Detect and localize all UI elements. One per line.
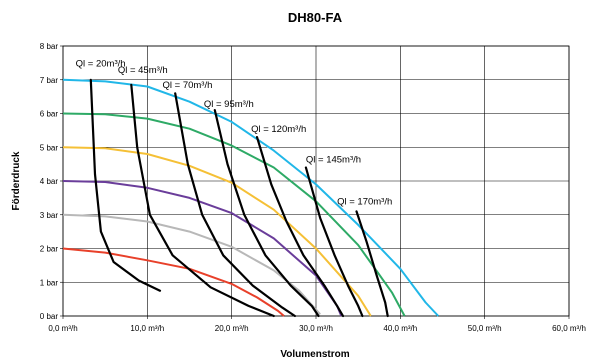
y-tick-label: 2 bar — [40, 245, 59, 254]
chart-title: DH80-FA — [288, 10, 343, 25]
flow-line-label: Ql = 170m³/h — [337, 197, 392, 208]
pressure-curve — [62, 213, 321, 315]
x-tick-label: 30,0 m³/h — [299, 324, 333, 333]
flow-line — [130, 83, 275, 318]
flow-line — [304, 166, 364, 318]
y-tick-label: 5 bar — [40, 143, 59, 152]
flow-line-label: Ql = 20m³/h — [76, 58, 126, 69]
plot-area: 0 bar 1 bar 2 bar 3 bar 4 bar 5 bar 6 bar 7 bar… — [40, 42, 586, 333]
y-axis-title: Förderdruck — [11, 151, 22, 210]
pressure-curve — [62, 78, 440, 317]
x-tick-label: 20,0 m³/h — [215, 324, 249, 333]
y-tick-label: 1 bar — [40, 278, 59, 287]
x-axis-title: Volumenstrom — [280, 349, 349, 360]
flow-line — [174, 92, 296, 318]
pressure-curve — [62, 247, 285, 317]
flow-line-label: Ql = 70m³/h — [163, 80, 213, 91]
x-tick-label: 50,0 m³/h — [468, 324, 502, 333]
pressure-curve — [62, 146, 372, 317]
y-tick-label: 8 bar — [40, 42, 59, 51]
y-tick-label: 7 bar — [40, 76, 59, 85]
y-tick-label: 4 bar — [40, 177, 59, 186]
flow-line-label: Ql = 45m³/h — [118, 65, 168, 76]
flow-line-label: Ql = 145m³/h — [306, 154, 361, 165]
flow-line — [355, 210, 389, 318]
x-tick-label: 60,0 m³/h — [552, 324, 586, 333]
y-tick-label: 0 bar — [40, 312, 59, 321]
x-tick-label: 10,0 m³/h — [130, 324, 164, 333]
x-tick-label: 0,0 m³/h — [48, 324, 77, 333]
y-tick-label: 6 bar — [40, 110, 59, 119]
flow-line-label: Ql = 120m³/h — [251, 124, 306, 135]
x-tick-label: 40,0 m³/h — [383, 324, 417, 333]
flow-line — [255, 136, 345, 318]
flow-line — [213, 109, 320, 318]
flow-line — [89, 78, 162, 292]
y-tick-label: 3 bar — [40, 211, 59, 220]
flow-line-label: Ql = 95m³/h — [204, 99, 254, 110]
